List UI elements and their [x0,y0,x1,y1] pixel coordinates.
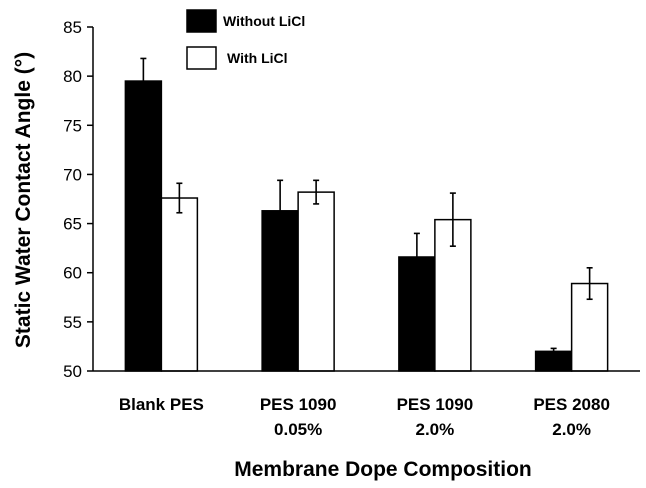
legend-swatch-0 [186,9,217,33]
y-tick-label-7: 85 [63,18,82,37]
x-axis-title: Membrane Dope Composition [234,458,532,481]
axes-layer: Blank PES PES 1090 0.05% PES 1090 2.0% PES 20… [63,18,640,439]
error-bars-layer [140,57,593,356]
legend: Without LiCl With LiCl [186,9,305,70]
y-tick-label-5: 75 [63,116,82,135]
bar-0-0 [124,80,163,372]
y-tick-label-3: 65 [63,215,82,234]
category-label-1-0: PES 1090 [260,395,337,414]
y-tick-label-0: 50 [63,362,82,381]
bar-1-0 [160,197,199,372]
category-label-0-0: Blank PES [119,395,204,414]
y-tick-label-4: 70 [63,165,82,184]
y-axis-title: Static Water Contact Angle (°) [12,52,35,348]
bar-1-1 [297,191,335,372]
category-label-2-0: PES 1090 [397,395,474,414]
y-tick-label-1: 55 [63,313,82,332]
bars-layer [124,80,609,372]
category-label-1-1: 0.05% [274,420,322,439]
y-tick-label-6: 80 [63,67,82,86]
legend-label-1: With LiCl [227,50,288,66]
category-label-3-0: PES 2080 [533,395,610,414]
legend-swatch-1 [186,46,217,70]
category-label-2-1: 2.0% [416,420,455,439]
legend-label-0: Without LiCl [223,13,305,29]
category-label-3-1: 2.0% [552,420,591,439]
y-tick-label-2: 60 [63,264,82,283]
